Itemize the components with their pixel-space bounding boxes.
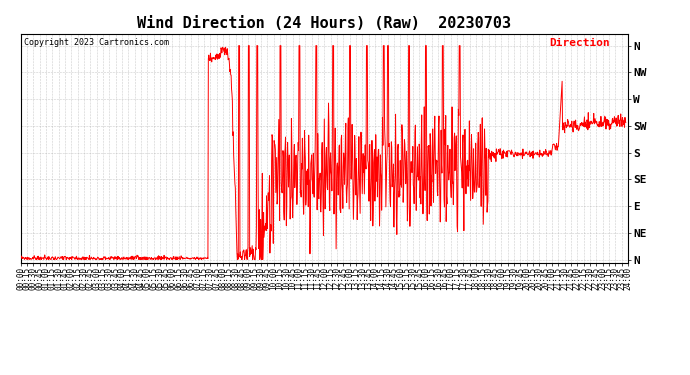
- Title: Wind Direction (24 Hours) (Raw)  20230703: Wind Direction (24 Hours) (Raw) 20230703: [137, 16, 511, 31]
- Text: Direction: Direction: [549, 38, 610, 48]
- Text: Copyright 2023 Cartronics.com: Copyright 2023 Cartronics.com: [23, 38, 169, 47]
